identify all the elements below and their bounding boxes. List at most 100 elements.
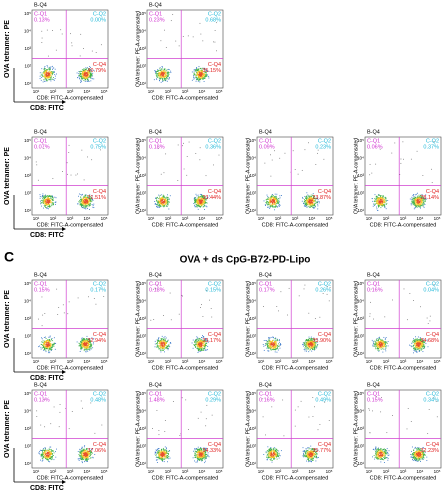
x-axis-inner-label: CD8: FITC-A-compensated	[37, 365, 104, 371]
event-dot	[158, 206, 160, 208]
event-dot	[199, 76, 201, 78]
event-dot	[375, 200, 377, 202]
quadrant-name: C-Q4	[318, 332, 331, 338]
event-dot	[306, 199, 308, 201]
event-dot	[93, 341, 94, 343]
event-dot	[160, 70, 162, 72]
event-dot	[196, 336, 198, 338]
event-dot	[87, 195, 89, 197]
event-dot	[270, 201, 272, 203]
event-dot	[82, 201, 83, 203]
event-dot	[86, 198, 88, 200]
event-dot	[279, 201, 281, 203]
event-dot	[201, 337, 203, 339]
event-dot	[163, 315, 164, 316]
event-dot	[304, 204, 306, 206]
event-dot	[416, 349, 418, 350]
event-dot	[314, 347, 316, 349]
event-dot	[322, 293, 324, 294]
event-dot	[42, 202, 44, 204]
event-dot	[194, 206, 196, 208]
event-dot	[85, 205, 87, 207]
event-dot	[419, 205, 421, 207]
event-dot	[47, 205, 49, 207]
x-axis-inner-label: CD8: FITC-A-compensated	[37, 222, 104, 228]
event-dot	[424, 201, 426, 203]
event-dot	[170, 20, 172, 22]
event-dot	[205, 201, 206, 203]
quadrant-value: 0.06%	[367, 144, 383, 150]
event-dot	[85, 348, 87, 349]
event-dot	[39, 345, 40, 347]
event-dot	[277, 345, 279, 347]
event-dot	[86, 75, 88, 77]
event-dot	[168, 72, 170, 74]
event-dot	[196, 339, 198, 341]
event-dot	[275, 341, 277, 343]
event-dot	[310, 203, 312, 205]
event-dot	[193, 77, 195, 79]
event-dot	[308, 195, 310, 197]
event-dot	[167, 194, 168, 196]
event-dot	[318, 201, 320, 203]
event-dot	[382, 344, 384, 346]
x-tick-label: 10⁴	[309, 359, 316, 364]
event-dot	[163, 204, 165, 206]
event-dot	[195, 343, 197, 345]
event-dot	[47, 196, 49, 198]
event-dot	[419, 337, 421, 339]
event-dot	[163, 339, 165, 341]
event-dot	[91, 78, 93, 80]
event-dot	[78, 75, 80, 77]
event-dot	[377, 201, 379, 203]
event-dot	[197, 342, 199, 343]
event-dot	[80, 348, 82, 350]
event-dot	[43, 72, 45, 74]
event-dot	[273, 346, 274, 348]
event-dot	[266, 340, 268, 342]
event-dot	[196, 205, 198, 207]
event-dot	[161, 75, 163, 77]
event-dot	[199, 206, 200, 208]
event-dot	[199, 199, 200, 201]
event-dot	[278, 203, 279, 204]
event-dot	[44, 197, 45, 199]
event-dot	[49, 202, 50, 203]
event-dot	[54, 202, 56, 204]
event-dot	[89, 198, 91, 200]
y-tick-label: 10³	[139, 46, 146, 51]
event-dot	[193, 72, 195, 74]
y-axis-inner-label: OVA tetramer: PE-A-compensated	[353, 138, 359, 214]
event-dot	[162, 66, 163, 68]
event-dot	[83, 203, 85, 205]
event-dot	[82, 340, 84, 342]
x-axis-inner-label: CD8: FITC-A-compensated	[262, 365, 329, 371]
y-tick-label: 10¹	[139, 81, 146, 86]
event-dot	[85, 78, 87, 80]
event-dot	[192, 339, 194, 341]
event-dot	[315, 347, 317, 349]
event-dot	[45, 78, 47, 80]
event-dot	[84, 197, 86, 198]
event-dot	[198, 350, 200, 351]
event-dot	[414, 204, 416, 206]
event-dot	[374, 203, 376, 205]
event-dot	[81, 346, 82, 348]
event-dot	[273, 197, 275, 199]
event-dot	[91, 204, 93, 205]
event-dot	[269, 197, 271, 199]
event-dot	[276, 197, 278, 199]
event-dot	[158, 74, 160, 76]
event-dot	[380, 197, 382, 199]
event-dot	[199, 147, 201, 149]
event-dot	[418, 197, 420, 199]
event-dot	[53, 79, 55, 81]
event-dot	[87, 73, 89, 75]
event-dot	[381, 200, 382, 202]
x-tick-label: 10²	[275, 359, 282, 364]
event-dot	[84, 205, 86, 207]
event-dot	[202, 342, 204, 344]
event-dot	[265, 199, 267, 201]
x-tick-label: 10³	[292, 359, 299, 364]
event-dot	[278, 198, 280, 200]
